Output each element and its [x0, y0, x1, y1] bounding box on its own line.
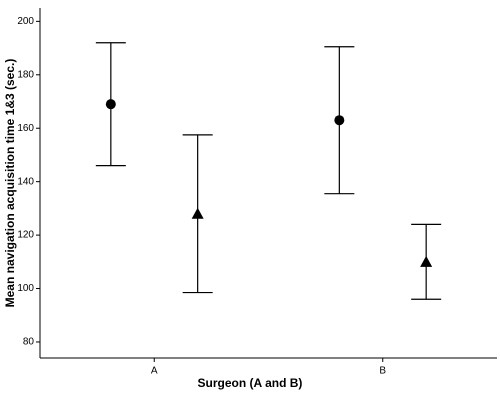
marker [191, 207, 204, 219]
marker [334, 115, 345, 126]
x-axis-title: Surgeon (A and B) [198, 376, 303, 390]
y-tick-label: 140 [17, 176, 34, 187]
y-tick-label: 180 [17, 69, 34, 80]
y-axis-title: Mean navigation acquisition time 1&3 (se… [3, 59, 17, 308]
y-tick-label: 120 [17, 230, 34, 241]
x-tick-label: A [151, 366, 158, 377]
y-tick-label: 160 [17, 123, 34, 134]
y-tick-label: 80 [23, 337, 35, 348]
marker [420, 255, 433, 267]
x-tick-label: B [379, 366, 386, 377]
y-tick-label: 100 [17, 283, 34, 294]
y-tick-label: 200 [17, 16, 34, 27]
marker [105, 99, 116, 110]
